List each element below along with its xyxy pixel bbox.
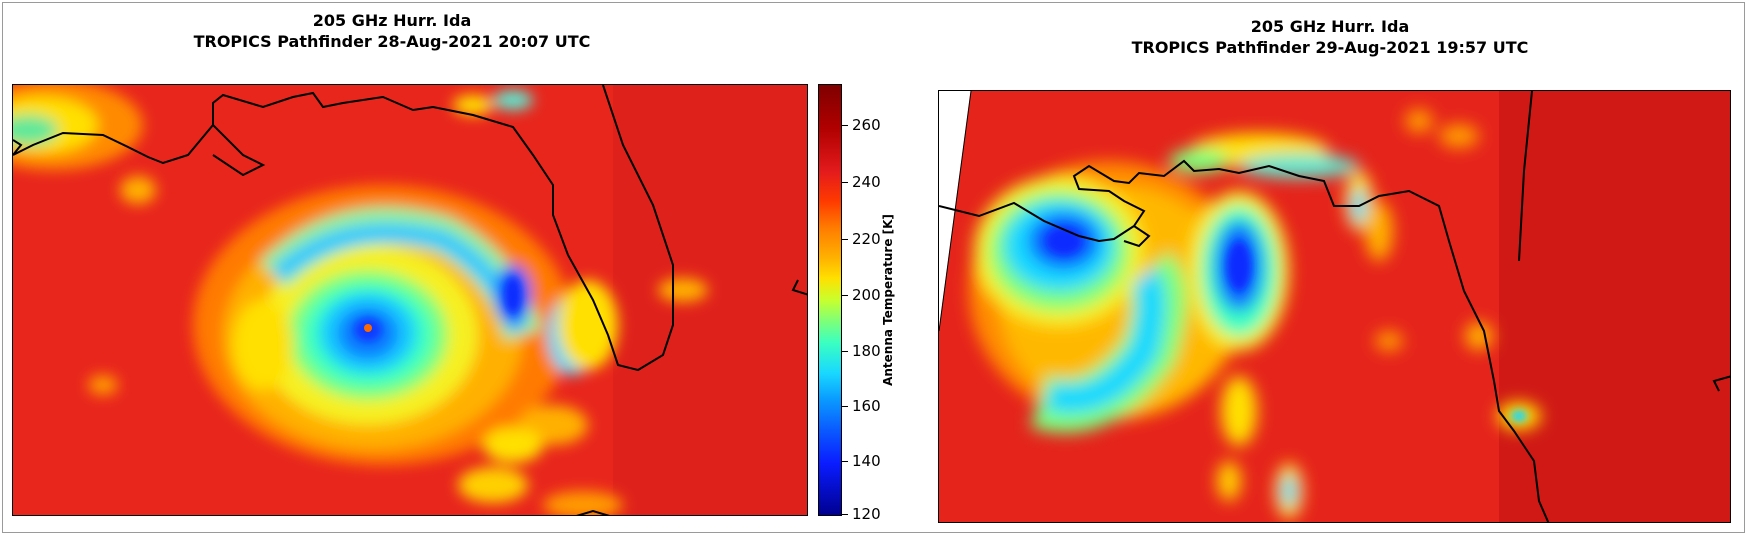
colorbar-tick [842, 406, 848, 407]
colorbar-tick-label: 140 [852, 452, 881, 470]
colorbar-tick-label: 260 [852, 116, 881, 134]
left-map-svg [13, 85, 807, 515]
colorbar-tick-label: 120 [852, 505, 881, 523]
left-satellite-map [12, 84, 808, 516]
right-title-line1: 205 GHz Hurr. Ida [1250, 17, 1410, 36]
right-map-svg [939, 91, 1730, 522]
right-coastline [939, 159, 1550, 522]
colorbar-tick [842, 351, 848, 352]
left-title-line2: TROPICS Pathfinder 28-Aug-2021 20:07 UTC [193, 32, 591, 51]
colorbar-tick [842, 514, 848, 515]
colorbar-tick-label: 220 [852, 230, 881, 248]
colorbar-tick [842, 295, 848, 296]
colorbar-tick-label: 160 [852, 397, 881, 415]
colorbar-tick [842, 239, 848, 240]
colorbar-tick-label: 240 [852, 173, 881, 191]
colorbar-tick [842, 182, 848, 183]
colorbar-tick-label: 180 [852, 342, 881, 360]
right-panel-title: 205 GHz Hurr. Ida TROPICS Pathfinder 29-… [1000, 16, 1660, 58]
colorbar-label: Antenna Temperature [K] [881, 214, 895, 386]
colorbar-tick [842, 125, 848, 126]
left-panel-title: 205 GHz Hurr. Ida TROPICS Pathfinder 28-… [62, 10, 722, 52]
colorbar-tick [842, 461, 848, 462]
left-title-line1: 205 GHz Hurr. Ida [312, 11, 472, 30]
left-coastline [13, 85, 674, 372]
colorbar [818, 84, 842, 516]
right-satellite-map [938, 90, 1731, 523]
colorbar-tick-label: 200 [852, 286, 881, 304]
right-title-line2: TROPICS Pathfinder 29-Aug-2021 19:57 UTC [1131, 38, 1529, 57]
right-cloud-field [969, 109, 1541, 519]
